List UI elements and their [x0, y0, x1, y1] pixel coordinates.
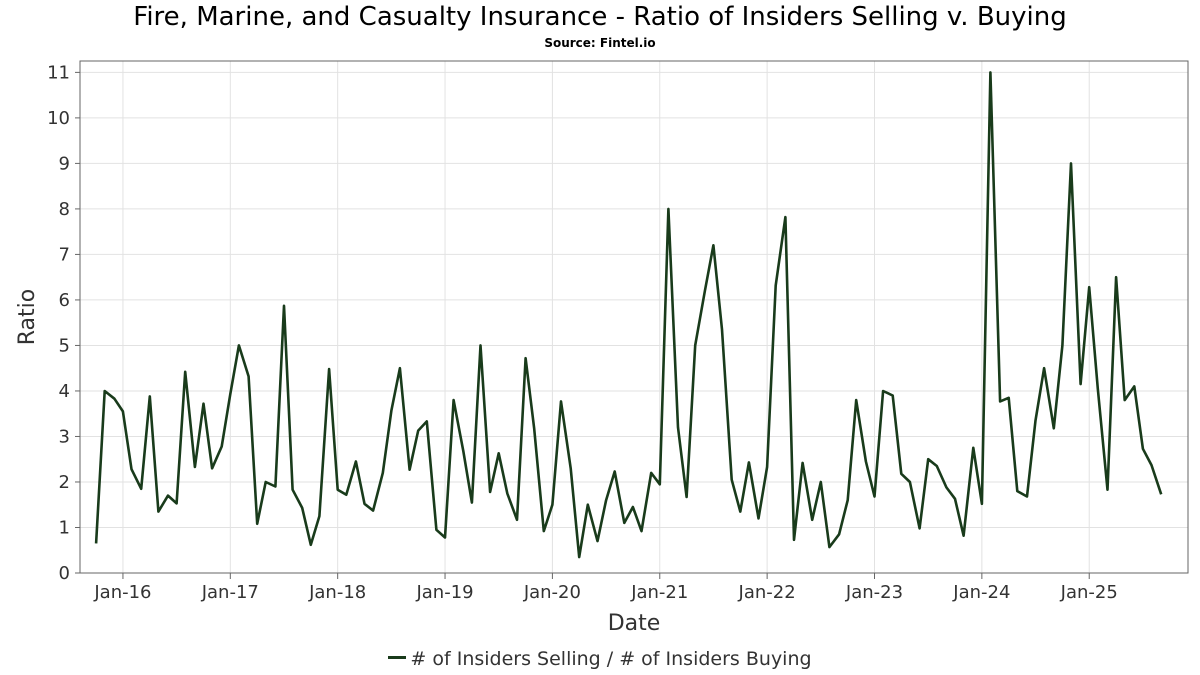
series-line-insiders-ratio — [94, 71, 1163, 559]
x-tick-label: Jan-22 — [738, 582, 796, 603]
chart-subtitle: Source: Fintel.io — [544, 36, 656, 50]
y-tick-label: 4 — [59, 381, 70, 402]
x-tick-label: Jan-18 — [308, 582, 366, 603]
x-tick-label: Jan-16 — [93, 582, 151, 603]
gridlines — [80, 61, 1188, 574]
y-tick-label: 7 — [59, 244, 70, 265]
y-tick-label: 6 — [59, 290, 70, 311]
y-tick-label: 11 — [47, 62, 70, 83]
y-tick-label: 2 — [59, 472, 70, 493]
legend-label: # of Insiders Selling / # of Insiders Bu… — [410, 648, 812, 670]
y-tick-label: 8 — [59, 199, 70, 220]
y-tick-label: 10 — [47, 108, 70, 129]
x-axis-title: Date — [608, 611, 661, 636]
y-tick-label: 1 — [59, 517, 70, 538]
x-tick-label: Jan-24 — [952, 582, 1010, 603]
plot-area-frame — [79, 60, 1189, 574]
y-tick-label: 3 — [59, 426, 70, 447]
y-tick-label: 5 — [59, 335, 70, 356]
x-tick-label: Jan-19 — [415, 582, 473, 603]
legend: # of Insiders Selling / # of Insiders Bu… — [0, 648, 1200, 670]
series-group — [94, 71, 1163, 559]
x-tick-label: Jan-17 — [201, 582, 259, 603]
y-tick-label: 9 — [59, 153, 70, 174]
chart-title: Fire, Marine, and Casualty Insurance - R… — [133, 2, 1067, 32]
y-axis-ticks: 0 1 2 3 4 5 6 7 8 9 10 11 — [47, 62, 80, 584]
y-axis-title: Ratio — [15, 289, 40, 345]
legend-swatch — [388, 656, 407, 659]
x-tick-label: Jan-20 — [523, 582, 581, 603]
x-tick-label: Jan-21 — [630, 582, 688, 603]
y-tick-label: 0 — [59, 563, 70, 584]
x-axis-ticks: Jan-16 Jan-17 Jan-18 Jan-19 Jan-20 Jan-21 Jan-… — [93, 573, 1118, 603]
x-tick-label: Jan-23 — [845, 582, 903, 603]
x-tick-label: Jan-25 — [1060, 582, 1118, 603]
